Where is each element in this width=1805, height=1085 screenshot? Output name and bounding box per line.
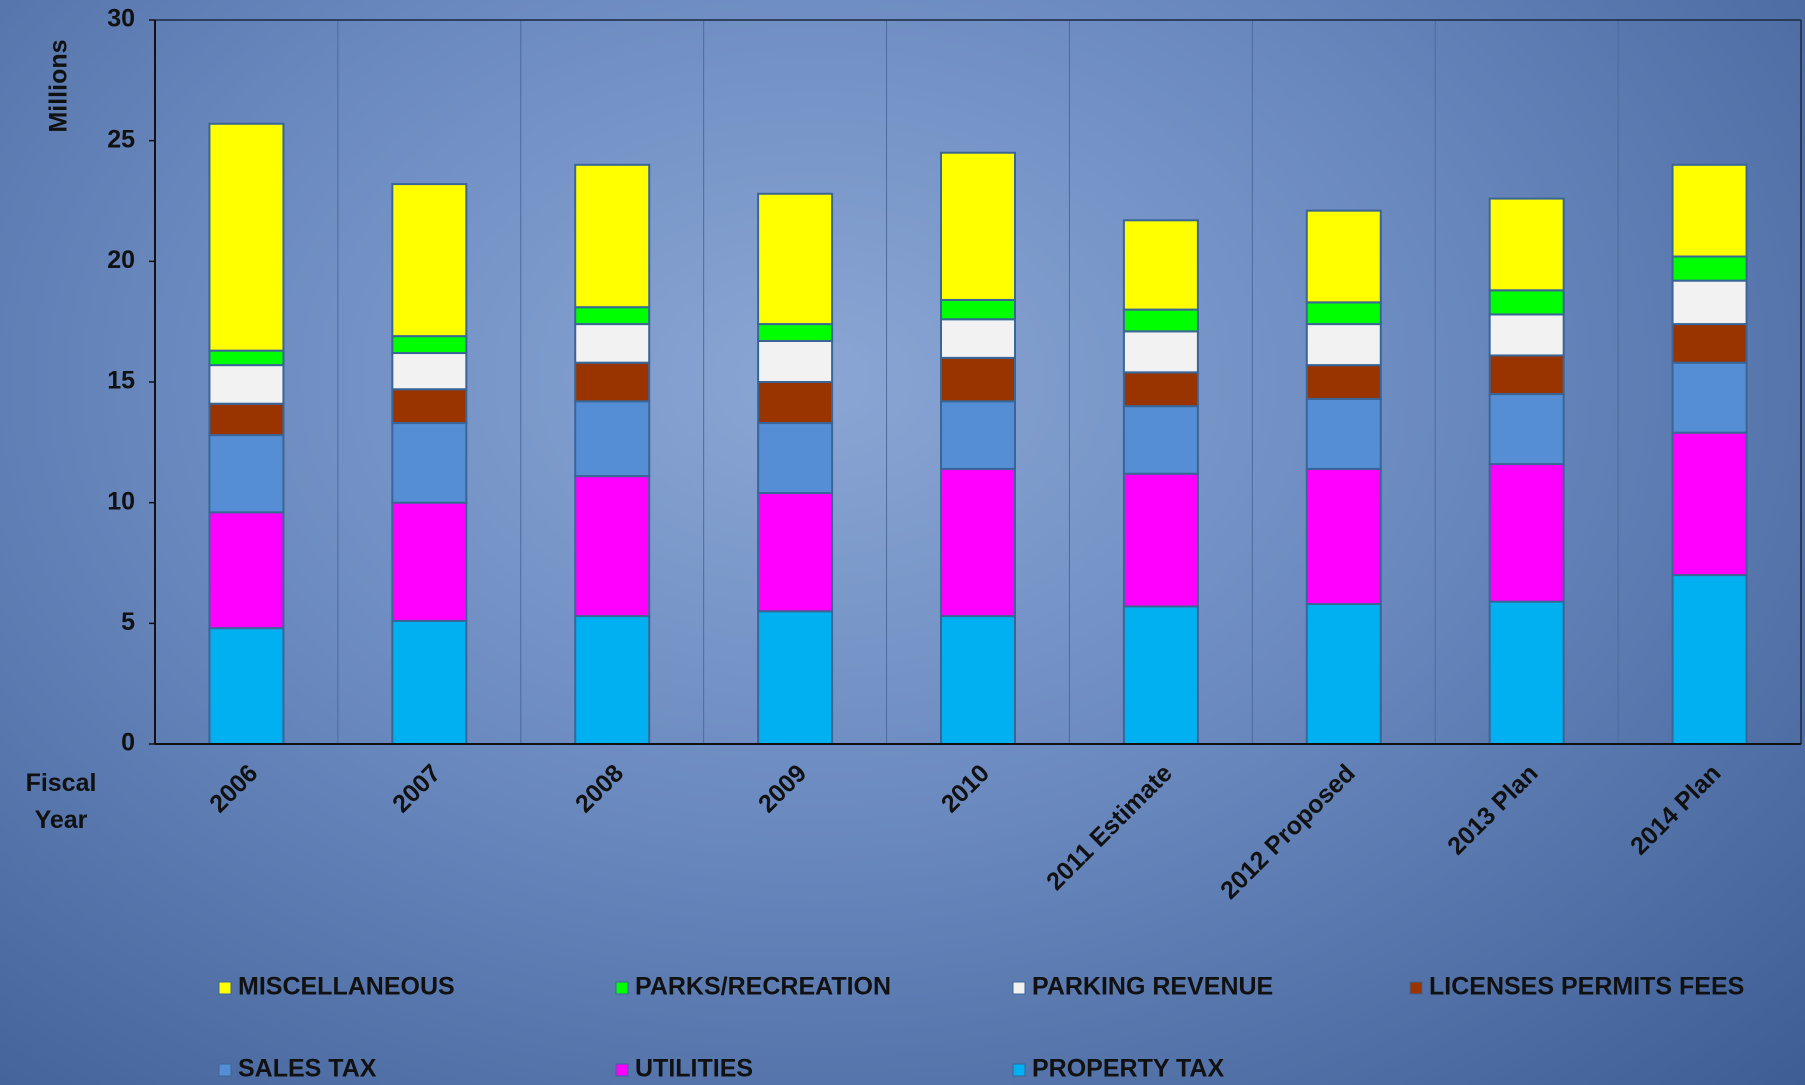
bar-segment [574,306,651,326]
bar-segment [757,381,834,425]
bar-segment [1488,354,1565,396]
bar-segment [1488,463,1565,603]
x-tick-label: 2010 [936,759,995,818]
bar-segment [1488,289,1565,316]
bar-segment [391,422,468,504]
legend-label: PARKING REVENUE [1032,973,1273,1001]
bar-segment [940,298,1016,321]
legend-label: PROPERTY TAX [1032,1055,1224,1083]
bar-segment [574,361,651,403]
bar-segment [1671,574,1748,745]
bar-segment [1671,361,1748,434]
bar-segment [940,615,1016,745]
y-tick-label: 5 [121,608,135,636]
bar-segment [208,402,285,437]
legend-swatch [615,1063,629,1077]
legend-label: SALES TAX [238,1055,377,1083]
y-axis-title: Millions [45,39,73,132]
bar-segment [574,615,651,745]
bar-segment [1488,600,1565,746]
bar-segment [391,501,468,622]
legend-label: LICENSES PERMITS FEES [1429,973,1744,1001]
bar-segment [1122,308,1199,333]
bar-segment [757,610,834,745]
legend-swatch [1012,981,1026,995]
bar-segment [1305,364,1382,400]
legend-label: UTILITIES [635,1055,753,1083]
y-tick-label: 30 [107,5,135,33]
bar-segment [757,339,834,383]
bar-segment [208,122,285,352]
legend-swatch [1409,981,1423,995]
bar-segment [940,318,1016,359]
x-tick-label: 2006 [204,759,263,818]
bar-segment [1122,472,1199,608]
bar-segment [391,619,468,745]
bar-segment [757,192,834,326]
bar-segment [1305,209,1382,304]
bar-segment [940,467,1016,618]
bar-segment [391,352,468,391]
bar-segment [208,434,285,514]
bar-segment [1305,467,1382,606]
bar-segment [940,400,1016,470]
x-tick-label: 2012 Proposed [1215,759,1361,905]
bar-segment [757,492,834,613]
bar-segment [574,163,651,309]
bar-segment [1122,330,1199,374]
x-tick-label: 2013 Plan [1442,759,1543,860]
bar-segment [208,349,285,367]
bar-segment [574,323,651,364]
bar-segment [757,323,834,342]
y-tick-label: 15 [107,367,135,395]
x-tick-label: 2014 Plan [1625,759,1726,860]
y-tick-label: 25 [107,125,135,153]
y-tick-label: 20 [107,246,135,274]
bar-segment [1671,323,1748,364]
bar-segment [1122,405,1199,475]
legend-swatch [218,1063,232,1077]
bar-segment [1671,163,1748,258]
bar-segment [391,183,468,338]
bar-segment [757,422,834,495]
bar-segment [391,388,468,425]
x-tick-label: 2011 Estimate [1041,759,1178,896]
bar-segment [208,627,285,745]
x-axis-title: Fiscal Year [26,769,97,834]
bar-segment [1488,313,1565,357]
legend-label: PARKS/RECREATION [635,973,891,1001]
bar-segment [1488,197,1565,292]
bar-segment [208,511,285,630]
y-tick-label: 10 [107,487,135,515]
legend-swatch [615,981,629,995]
bar-segment [1305,603,1382,745]
legend-swatch [1012,1063,1026,1077]
bar-segment [940,151,1016,301]
bar-segment [1122,605,1199,745]
y-tick-label: 0 [121,729,135,757]
x-tick-label: 2009 [753,759,812,818]
bar-segment [940,356,1016,403]
bar-segment [574,475,651,618]
bar-segment [1122,219,1199,311]
bar-segment [208,364,285,405]
bar-segment [1305,301,1382,326]
bar-segment [391,335,468,355]
bar-segment [1488,393,1565,466]
bar-segment [1671,279,1748,326]
bar-segment [1305,397,1382,470]
x-tick-label: 2008 [570,759,629,818]
bar-segment [1305,323,1382,367]
bar-segment [574,400,651,478]
bar-segment [1122,371,1199,408]
legend-label: MISCELLANEOUS [238,973,455,1001]
bar-segment [1671,431,1748,577]
legend-swatch [218,981,232,995]
bar-segment [1671,255,1748,282]
x-tick-label: 2007 [387,759,446,818]
